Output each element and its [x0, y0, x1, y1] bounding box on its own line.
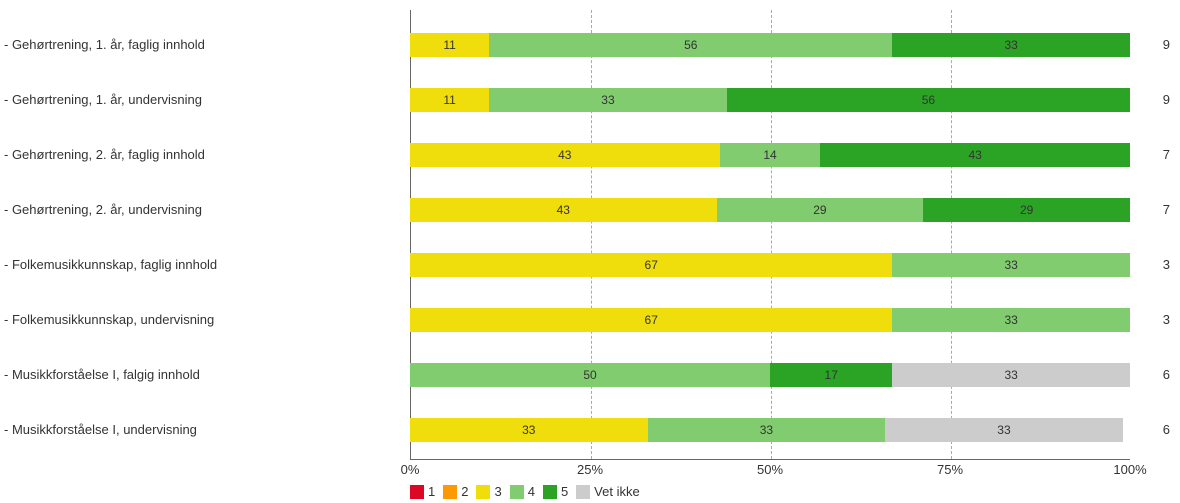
- bar-row: 6733: [410, 308, 1130, 332]
- legend-item: 5: [543, 484, 568, 499]
- x-tick-label: 25%: [577, 462, 603, 477]
- legend-swatch: [576, 485, 590, 499]
- legend-label: 1: [428, 484, 435, 499]
- row-label: - Musikkforståelse I, undervisning: [0, 418, 395, 442]
- bar-row: 333333: [410, 418, 1130, 442]
- bar-segment-s5: 33: [892, 33, 1130, 57]
- legend-label: 5: [561, 484, 568, 499]
- x-tick-label: 75%: [937, 462, 963, 477]
- legend-item: 2: [443, 484, 468, 499]
- bar-segment-s3: 43: [410, 143, 720, 167]
- bar-segment-s5: 43: [820, 143, 1130, 167]
- plot-area: [410, 10, 1130, 460]
- bar-row: 431443: [410, 143, 1130, 167]
- legend-item: 4: [510, 484, 535, 499]
- legend-label: Vet ikke: [594, 484, 640, 499]
- bar-segment-s3: 67: [410, 308, 892, 332]
- row-label: - Folkemusikkunnskap, undervisning: [0, 308, 395, 332]
- bar-segment-s4: 56: [489, 33, 892, 57]
- bar-segment-s5: 17: [770, 363, 892, 387]
- row-n: 7: [1140, 143, 1170, 167]
- x-tick-label: 50%: [757, 462, 783, 477]
- legend-swatch: [476, 485, 490, 499]
- bar-segment-s3: 43: [410, 198, 717, 222]
- gridline: [951, 10, 952, 459]
- bar-segment-s4: 33: [892, 308, 1130, 332]
- gridline: [591, 10, 592, 459]
- legend-item: Vet ikke: [576, 484, 640, 499]
- bar-segment-s3: 33: [410, 418, 648, 442]
- row-n: 3: [1140, 253, 1170, 277]
- row-label: - Gehørtrening, 2. år, faglig innhold: [0, 143, 395, 167]
- bar-segment-s4: 50: [410, 363, 770, 387]
- legend: 1 2 3 4 5 Vet ikke: [410, 484, 648, 499]
- bar-segment-s3: 11: [410, 33, 489, 57]
- legend-label: 4: [528, 484, 535, 499]
- bar-segment-s3: 11: [410, 88, 489, 112]
- bar-segment-s3: 67: [410, 253, 892, 277]
- legend-swatch: [443, 485, 457, 499]
- row-label: - Musikkforståelse I, falgig innhold: [0, 363, 395, 387]
- bar-segment-s4: 14: [720, 143, 821, 167]
- bar-row: 113356: [410, 88, 1130, 112]
- bar-segment-s5: 56: [727, 88, 1130, 112]
- stacked-bar-chart: - Gehørtrening, 1. år, faglig innhold115…: [0, 0, 1180, 503]
- row-n: 9: [1140, 33, 1170, 57]
- row-n: 6: [1140, 418, 1170, 442]
- bar-segment-s4: 33: [489, 88, 727, 112]
- row-n: 6: [1140, 363, 1170, 387]
- bar-row: 432929: [410, 198, 1130, 222]
- row-n: 7: [1140, 198, 1170, 222]
- row-label: - Gehørtrening, 2. år, undervisning: [0, 198, 395, 222]
- bar-row: 501733: [410, 363, 1130, 387]
- row-label: - Gehørtrening, 1. år, undervisning: [0, 88, 395, 112]
- x-tick-label: 100%: [1113, 462, 1146, 477]
- bar-segment-s5: 29: [923, 198, 1130, 222]
- row-label: - Gehørtrening, 1. år, faglig innhold: [0, 33, 395, 57]
- legend-item: 1: [410, 484, 435, 499]
- bar-segment-s4: 33: [892, 253, 1130, 277]
- row-n: 9: [1140, 88, 1170, 112]
- bar-segment-dk: 33: [892, 363, 1130, 387]
- legend-swatch: [543, 485, 557, 499]
- bar-row: 115633: [410, 33, 1130, 57]
- gridline: [771, 10, 772, 459]
- bar-segment-dk: 33: [885, 418, 1123, 442]
- bar-segment-s4: 29: [717, 198, 924, 222]
- legend-item: 3: [476, 484, 501, 499]
- legend-label: 3: [494, 484, 501, 499]
- legend-swatch: [410, 485, 424, 499]
- bar-row: 6733: [410, 253, 1130, 277]
- row-label: - Folkemusikkunnskap, faglig innhold: [0, 253, 395, 277]
- bar-segment-s4: 33: [648, 418, 886, 442]
- legend-label: 2: [461, 484, 468, 499]
- x-tick-label: 0%: [401, 462, 420, 477]
- row-n: 3: [1140, 308, 1170, 332]
- legend-swatch: [510, 485, 524, 499]
